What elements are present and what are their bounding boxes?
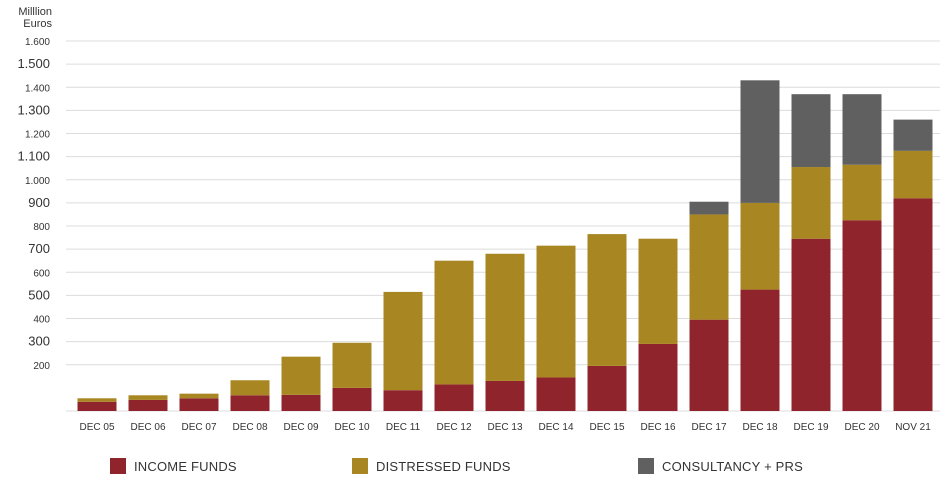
- legend: INCOME FUNDS DISTRESSED FUNDS CONSULTANC…: [0, 452, 951, 482]
- y-tick-label: 1.300: [17, 102, 50, 117]
- bar-segment: [893, 198, 933, 411]
- bar-segment: [893, 119, 933, 151]
- y-tick-label: 1.100: [17, 149, 50, 164]
- y-tick-label: 1.600: [25, 37, 50, 48]
- bar-segment: [383, 291, 423, 391]
- x-tick-label: DEC 14: [538, 422, 573, 433]
- x-tick-label: DEC 09: [283, 422, 318, 433]
- bar-segment: [77, 398, 117, 402]
- bar-segment: [434, 260, 474, 385]
- legend-label-income-funds: INCOME FUNDS: [134, 458, 237, 474]
- y-tick-label: 600: [33, 268, 50, 279]
- y-tick-label: 1.400: [25, 83, 50, 94]
- x-tick-label: DEC 16: [640, 422, 675, 433]
- bar-segment: [128, 395, 168, 400]
- bar-segment: [791, 167, 831, 239]
- y-tick-label: 500: [28, 287, 50, 302]
- stacked-bar-chart: 200 300 400 500 600 700 800 900 1.000 1.100 1.200 1…: [17, 37, 940, 433]
- legend-swatch-income-funds: [110, 458, 126, 474]
- x-tick-label: DEC 07: [181, 422, 216, 433]
- bar-segment: [332, 387, 372, 411]
- bar-segment: [740, 80, 780, 203]
- bar-segment: [179, 398, 219, 411]
- bar-segment: [179, 393, 219, 399]
- bar-segment: [638, 238, 678, 344]
- y-axis-unit-line-2: Euros: [23, 18, 52, 30]
- bar-segment: [128, 399, 168, 411]
- bar-segment: [536, 377, 576, 411]
- bar-segment: [77, 401, 117, 411]
- x-tick-label: DEC 12: [436, 422, 471, 433]
- x-tick-label: DEC 19: [793, 422, 828, 433]
- bar-segment: [740, 289, 780, 411]
- bar-segment: [587, 365, 627, 411]
- bars: [77, 80, 933, 411]
- y-tick-label: 800: [33, 222, 50, 233]
- y-tick-label: 1.500: [17, 56, 50, 71]
- bar-segment: [893, 150, 933, 199]
- bar-segment: [689, 214, 729, 320]
- bar-segment: [383, 390, 423, 411]
- bar-segment: [536, 245, 576, 378]
- y-tick-label: 1.200: [25, 130, 50, 141]
- bar-segment: [638, 343, 678, 411]
- bar-segment: [740, 202, 780, 290]
- x-tick-label: DEC 05: [79, 422, 114, 433]
- bar-segment: [791, 238, 831, 411]
- y-tick-label: 400: [33, 315, 50, 326]
- legend-item-income-funds: INCOME FUNDS: [110, 458, 237, 474]
- y-tick-label: 1.000: [25, 176, 50, 187]
- x-tick-label: DEC 20: [844, 422, 879, 433]
- x-tick-label: DEC 10: [334, 422, 369, 433]
- bar-segment: [485, 253, 525, 381]
- bar-segment: [842, 164, 882, 221]
- x-tick-label: DEC 11: [386, 422, 421, 433]
- bar-segment: [689, 201, 729, 215]
- x-axis-tick-labels: DEC 05 DEC 06 DEC 07 DEC 08 DEC 09 DEC 10 DEC …: [79, 422, 931, 433]
- legend-swatch-distressed-funds: [352, 458, 368, 474]
- x-tick-label: DEC 17: [691, 422, 726, 433]
- legend-label-consultancy-prs: CONSULTANCY + PRS: [662, 458, 804, 474]
- y-tick-label: 900: [28, 195, 50, 210]
- y-tick-label: 300: [28, 334, 50, 349]
- x-tick-label: DEC 15: [589, 422, 624, 433]
- legend-label-distressed-funds: DISTRESSED FUNDS: [376, 458, 511, 474]
- legend-item-consultancy-prs: CONSULTANCY + PRS: [638, 458, 803, 474]
- bar-segment: [230, 380, 270, 396]
- bar-segment: [230, 395, 270, 411]
- y-tick-label: 700: [28, 241, 50, 256]
- bar-segment: [485, 380, 525, 411]
- x-tick-label: DEC 08: [232, 422, 267, 433]
- x-tick-label: DEC 06: [130, 422, 165, 433]
- bar-segment: [587, 234, 627, 366]
- bar-segment: [842, 94, 882, 165]
- x-tick-label: DEC 13: [487, 422, 522, 433]
- x-tick-label: NOV 21: [895, 422, 931, 433]
- bar-segment: [281, 394, 321, 411]
- bar-segment: [842, 220, 882, 411]
- bar-segment: [791, 94, 831, 168]
- legend-item-distressed-funds: DISTRESSED FUNDS: [352, 458, 511, 474]
- y-axis-unit-line-1: Milllion: [18, 6, 52, 18]
- bar-segment: [689, 319, 729, 411]
- y-axis-unit-label: Milllion Euros: [4, 6, 52, 30]
- y-axis-tick-labels: 200 300 400 500 600 700 800 900 1.000 1.100 1.200 1…: [17, 37, 50, 372]
- x-tick-label: DEC 18: [742, 422, 777, 433]
- bar-segment: [281, 356, 321, 395]
- bar-segment: [434, 384, 474, 411]
- y-tick-label: 200: [33, 361, 50, 372]
- legend-swatch-consultancy-prs: [638, 458, 654, 474]
- bar-segment: [332, 342, 372, 388]
